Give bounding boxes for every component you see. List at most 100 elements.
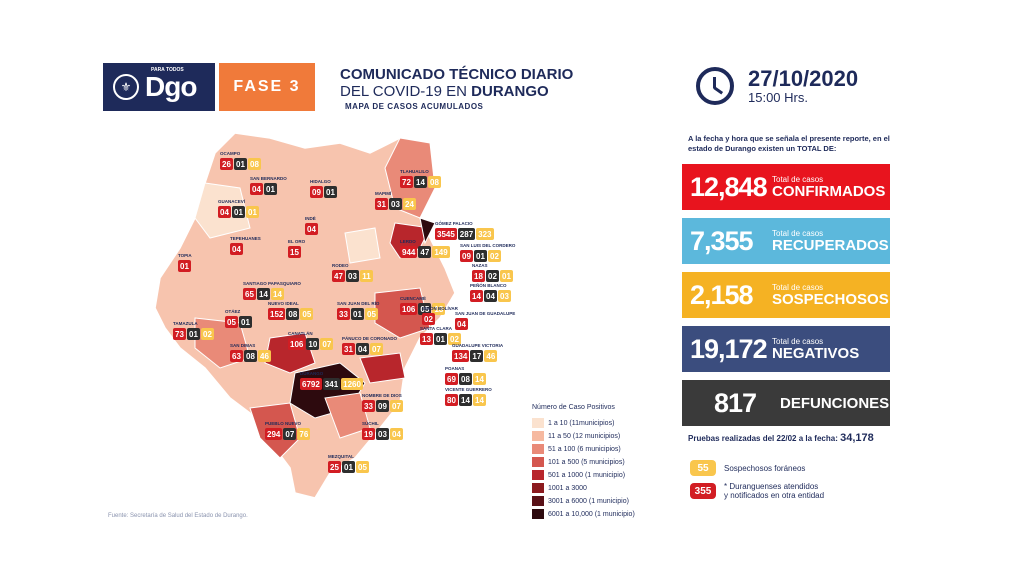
municipio-counts: 04	[455, 318, 468, 330]
suspected-count: 11	[360, 270, 373, 282]
confirmed-count: 33	[362, 400, 375, 412]
suspected-count: 03	[498, 290, 511, 302]
government-logo: ⚜ PARA TODOS Dgo	[103, 63, 215, 111]
suspected-count: 07	[390, 400, 403, 412]
municipio-name: SAN BERNARDO	[250, 176, 287, 181]
municipio-name: NOMBRE DE DIOS	[362, 393, 402, 398]
legend-foraneos: 55 Sospechosos foráneos	[690, 460, 805, 476]
municipio-counts: 25 01 05	[328, 461, 369, 473]
legend-otra-entidad: 355 * Duranguenses atendidos y notificado…	[690, 482, 824, 500]
municipio-name: SAN LUIS DEL CORDERO	[460, 243, 516, 248]
confirmed-count: 25	[328, 461, 341, 473]
confirmed-count: 13	[420, 333, 433, 345]
municipio-name: TOPIA	[178, 253, 192, 258]
municipio-counts: 106 05 18	[400, 303, 446, 315]
municipio-counts: 04 01	[250, 183, 277, 195]
municipio-counts: 47 03 11	[332, 270, 373, 282]
map-legend-row: 1 a 10 (11municipios)	[532, 417, 635, 429]
municipio-counts: 80 14 14	[445, 394, 486, 406]
municipio-counts: 134 17 46	[452, 350, 498, 362]
deaths-count: 01	[239, 316, 252, 328]
deaths-count: 01	[187, 328, 200, 340]
municipio-name: MEZQUITAL	[328, 454, 354, 459]
suspected-count: 05	[300, 308, 314, 320]
confirmed-count: 73	[173, 328, 186, 340]
confirmed-count: 05	[225, 316, 238, 328]
suspected-count: 08	[428, 176, 441, 188]
legend-swatch	[532, 431, 544, 441]
deaths-count: 01	[342, 461, 355, 473]
municipio-name: EL ORO	[288, 239, 306, 244]
municipio-name: INDÉ	[305, 216, 316, 221]
deaths-count: 04	[356, 343, 369, 355]
legend-swatch	[532, 483, 544, 493]
deaths-count: 01	[264, 183, 277, 195]
legend-swatch	[532, 496, 544, 506]
municipio-name: SIMÓN BOLÍVAR	[422, 306, 458, 311]
municipio-counts: 63 08 46	[230, 350, 271, 362]
deaths-count: 01	[232, 206, 245, 218]
seal-icon: ⚜	[113, 74, 139, 100]
legend-swatch	[532, 418, 544, 428]
summary-intro: A la fecha y hora que se señala el prese…	[688, 134, 890, 153]
deaths-count: 01	[234, 158, 247, 170]
legend-range: 1001 a 3000	[548, 484, 587, 492]
map-legend-title: Número de Caso Positivos	[532, 404, 615, 411]
pruebas-realizadas: Pruebas realizadas del 22/02 a la fecha:…	[688, 432, 874, 444]
suspected-count: 1260	[341, 378, 363, 390]
municipio-counts: 26 01 08	[220, 158, 261, 170]
confirmed-count: 63	[230, 350, 243, 362]
suspected-count: 14	[473, 373, 486, 385]
deaths-count: 10	[306, 338, 320, 350]
confirmed-count: 65	[243, 288, 256, 300]
municipio-name: DURANGO	[300, 371, 324, 376]
municipio-name: SAN JUAN DEL RÍO	[337, 301, 380, 306]
map-legend-row: 501 a 1000 (1 municipio)	[532, 469, 635, 481]
confirmed-count: 134	[452, 350, 470, 362]
municipio-name: VICENTE GUERRERO	[445, 387, 492, 392]
confirmed-count: 02	[422, 313, 435, 325]
municipio-name: SAN DIMAS	[230, 343, 256, 348]
deaths-count: 03	[376, 428, 389, 440]
negativos-card: 19,172 Total de casos NEGATIVOS	[682, 326, 890, 372]
legend-swatch	[532, 509, 544, 519]
deaths-count: 04	[484, 290, 497, 302]
municipio-counts: 6792 341 1260	[300, 378, 363, 390]
deaths-count: 14	[257, 288, 270, 300]
deaths-count: 01	[434, 333, 447, 345]
confirmed-count: 15	[288, 246, 301, 258]
suspected-count: 14	[473, 394, 486, 406]
legend-swatch	[532, 444, 544, 454]
municipio-name: GUANACEVÍ	[218, 199, 246, 204]
suspected-count: 07	[370, 343, 383, 355]
legend-range: 3001 a 6000 (1 municipio)	[548, 497, 629, 505]
legend-swatch	[532, 457, 544, 467]
municipio-counts: 3545 287 323	[435, 228, 494, 240]
deaths-count: 01	[351, 308, 364, 320]
municipio-name: OTÁEZ	[225, 309, 241, 314]
report-title: COMUNICADO TÉCNICO DIARIO	[340, 66, 574, 83]
municipio-counts: 09 01 02	[460, 250, 501, 262]
map-subtitle: MAPA DE CASOS ACUMULADOS	[345, 102, 484, 111]
suspected-count: 02	[488, 250, 501, 262]
suspected-count: 323	[476, 228, 494, 240]
report-time: 15:00 Hrs.	[748, 90, 808, 105]
map-legend-row: 1001 a 3000	[532, 482, 635, 494]
report-title-line2: DEL COVID-19 EN DURANGO	[340, 83, 549, 100]
municipio-name: SAN JUAN DE GUADALUPE	[455, 311, 516, 316]
municipio-name: PÁNUCO DE CORONADO	[342, 336, 398, 341]
municipio-counts: 944 47 149	[400, 246, 450, 258]
recuperados-card: 7,355 Total de casos RECUPERADOS	[682, 218, 890, 264]
confirmed-count: 09	[460, 250, 473, 262]
suspected-count: 04	[390, 428, 403, 440]
municipio-counts: 04 01 01	[218, 206, 259, 218]
suspected-count: 02	[201, 328, 214, 340]
legend-range: 101 a 500 (5 municipios)	[548, 458, 625, 466]
suspected-count: 46	[484, 350, 498, 362]
municipio-counts: 18 02 01	[472, 270, 513, 282]
deaths-count: 08	[459, 373, 472, 385]
municipio-counts: 13 01 02	[420, 333, 461, 345]
map-legend-row: 3001 a 6000 (1 municipio)	[532, 495, 635, 507]
confirmed-count: 80	[445, 394, 458, 406]
deaths-count: 09	[376, 400, 389, 412]
